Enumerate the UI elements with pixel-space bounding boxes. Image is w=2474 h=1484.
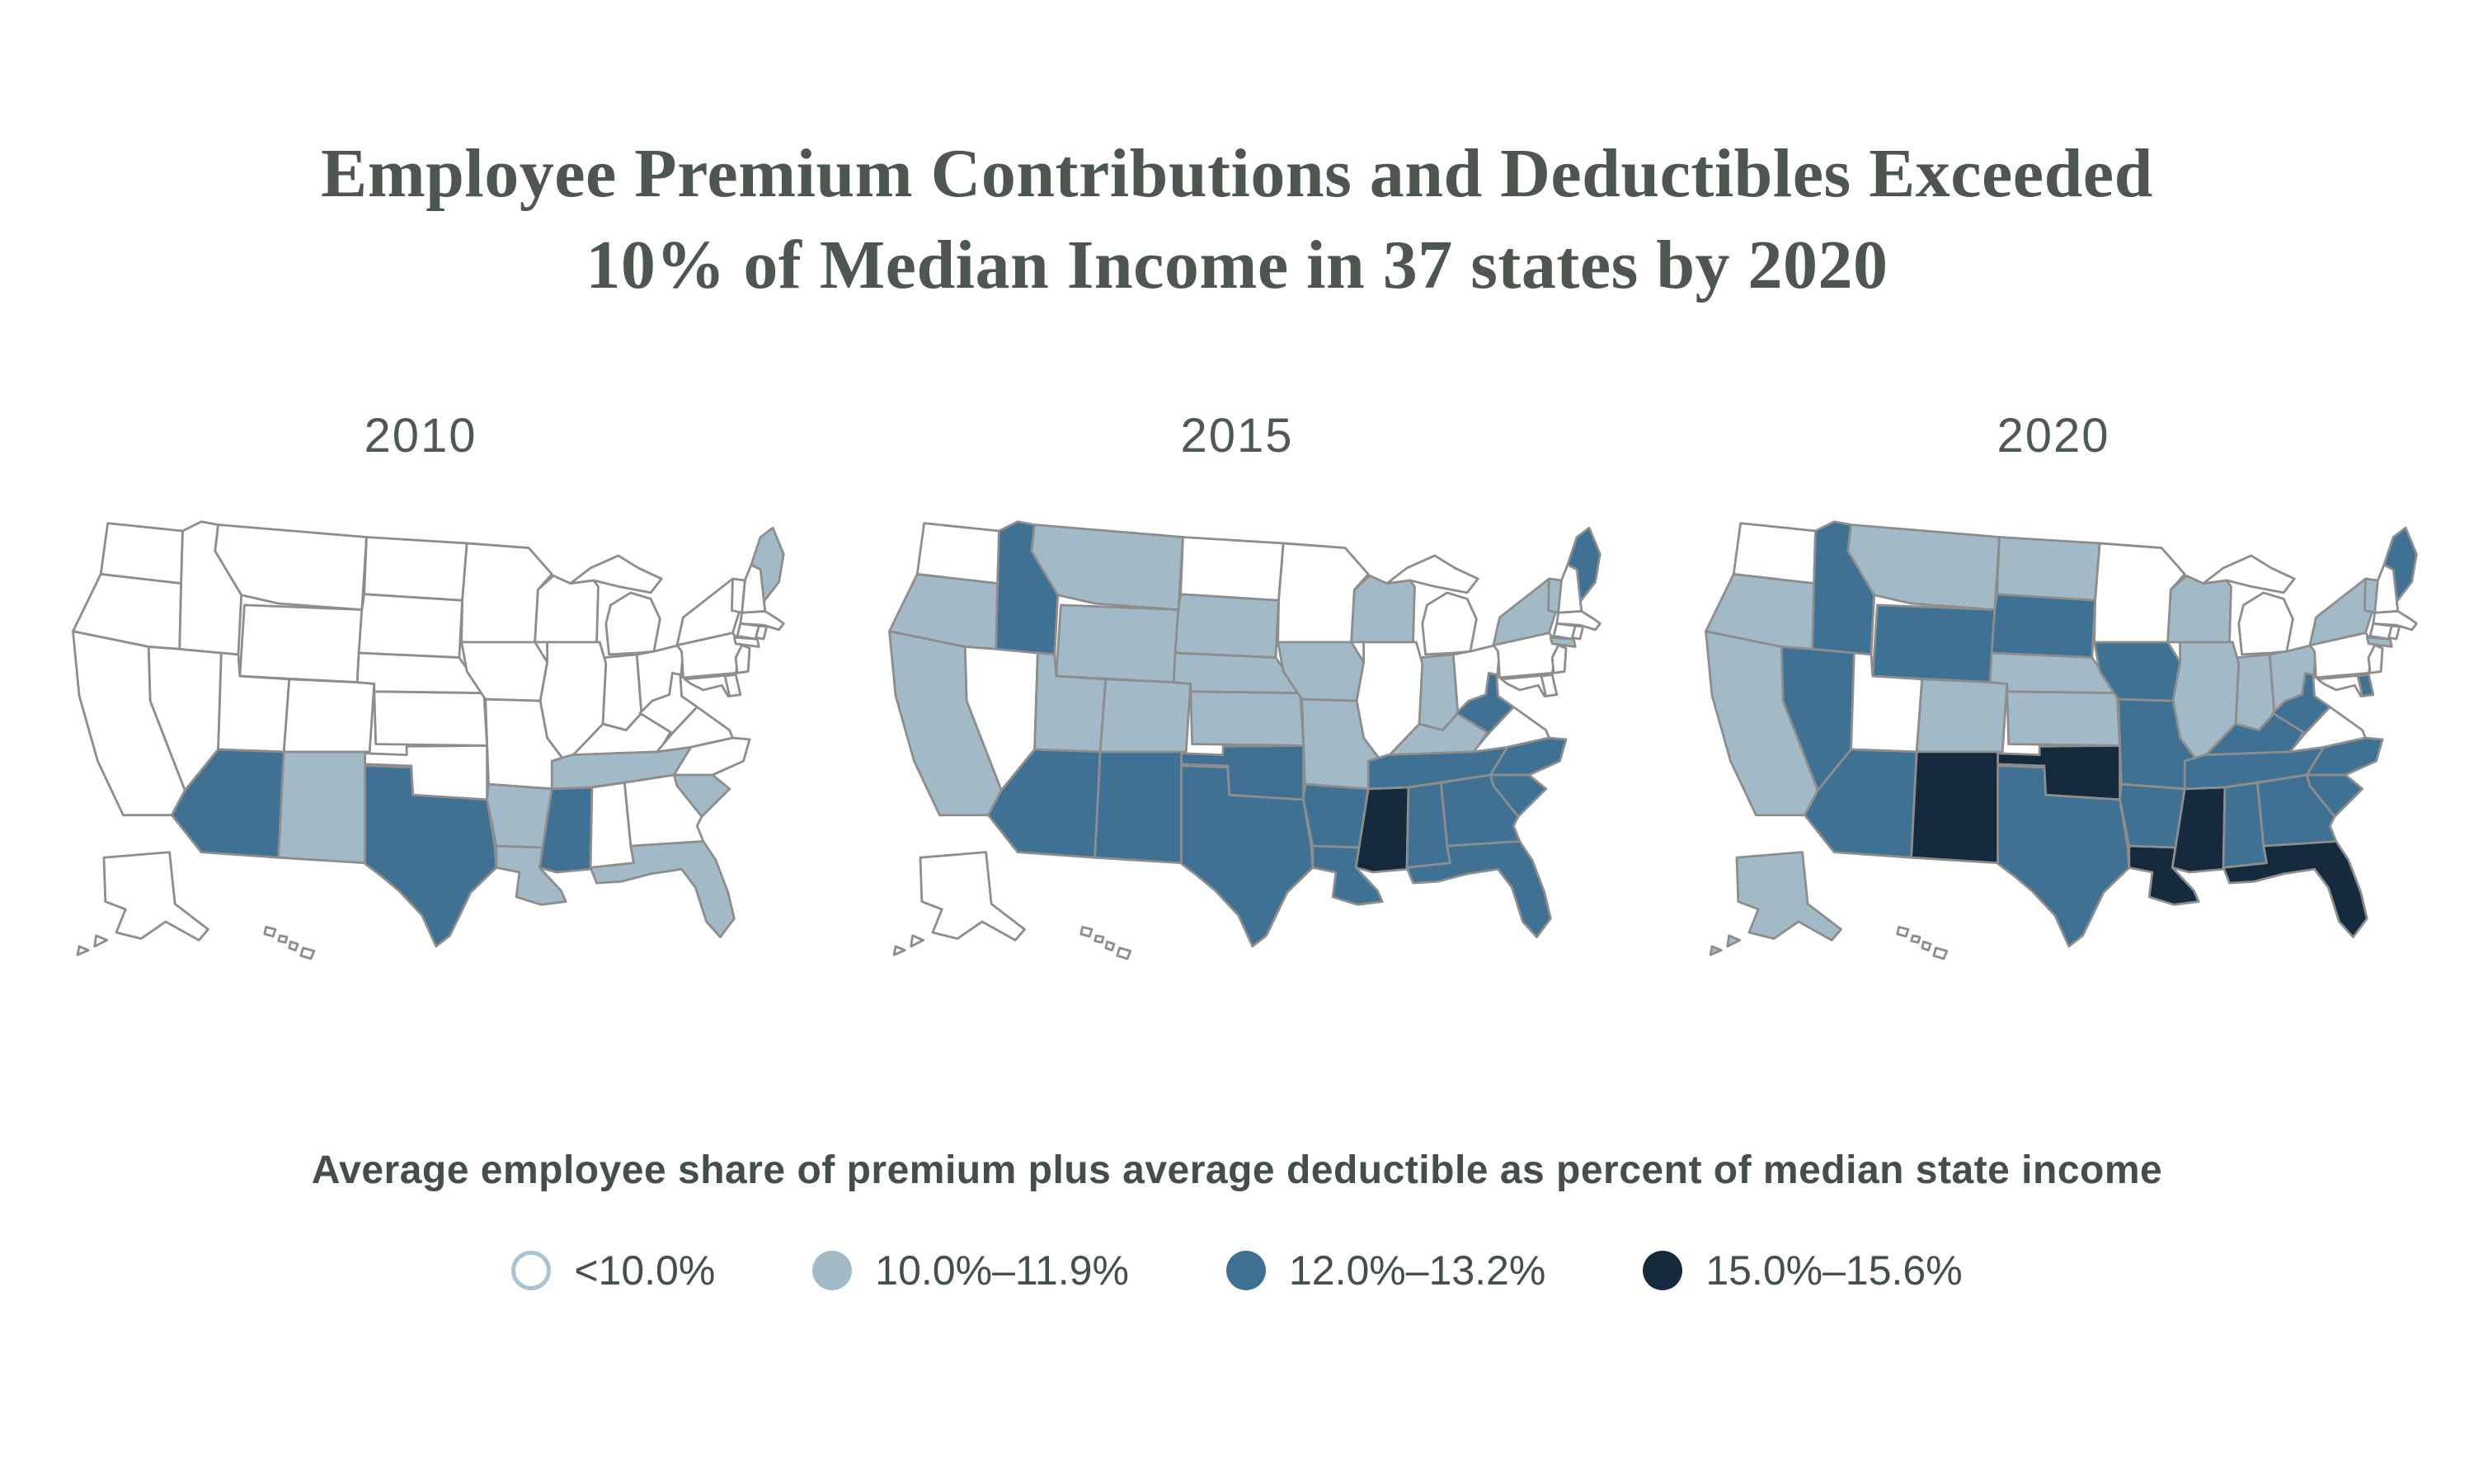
state-NM-2020 [1910,750,2004,865]
state-KS-2020 [2006,690,2121,747]
state-WA-2015 [915,522,1000,585]
state-NM-2015 [1094,750,1188,865]
state-ND-2020 [1996,536,2101,602]
state-NJ-2010 [734,644,751,674]
state-KS-2010 [373,690,488,747]
state-NH-2010 [741,563,767,614]
state-NJ-2015 [1550,644,1568,674]
year-label-2015: 2015 [1180,409,1294,463]
legend-item-12-13-2: 12.0%–13.2% [1225,1247,1546,1294]
state-TX-2010 [364,764,498,948]
state-CO-2010 [282,678,376,754]
state-WY-2015 [1055,603,1180,683]
state-FL-2010 [589,840,736,939]
legend-label-15-15-6: 15.0%–15.6% [1705,1247,1963,1294]
state-FL-2015 [1405,840,1552,939]
map-block-2020: 2020 [1666,408,2441,970]
state-HI-2020 [1896,926,1949,960]
state-WY-2020 [1871,603,1997,683]
legend: <10.0% 10.0%–11.9% 12.0%–13.2% 15.0%–15.… [0,1247,2474,1294]
state-NJ-2020 [2367,644,2384,674]
state-DE-2010 [723,673,742,697]
state-RI-2010 [755,624,769,641]
state-WI-2020 [2166,574,2232,644]
legend-item-15-15-6: 15.0%–15.6% [1643,1247,1963,1294]
page-title-line1: Employee Premium Contributions and Deduc… [321,135,2153,213]
legend-item-10-11-9: 10.0%–11.9% [812,1247,1129,1294]
state-HI-2010 [263,926,316,960]
map-block-2015: 2015 [849,408,1625,970]
state-RI-2020 [2387,624,2401,641]
us-choropleth-2015 [888,520,1602,960]
state-TX-2020 [1997,764,2131,948]
state-WA-2020 [1732,522,1817,585]
state-SD-2015 [1174,593,1280,659]
legend-label-under-10: <10.0% [574,1247,716,1294]
state-HI-2015 [1079,926,1132,960]
state-ND-2015 [1179,536,1285,602]
state-AK-2015 [892,851,1026,956]
legend-label-10-11-9: 10.0%–11.9% [875,1247,1129,1294]
legend-swatch-under-10 [511,1251,552,1290]
us-choropleth-2020 [1705,520,2418,960]
year-label-2020: 2020 [1997,409,2110,463]
state-CT-2015 [1552,622,1577,641]
state-WY-2010 [238,603,364,683]
legend-swatch-10-11-9 [812,1251,853,1290]
state-AR-2015 [1302,782,1370,849]
state-AR-2020 [2119,782,2186,849]
state-RI-2015 [1571,624,1585,641]
year-label-2010: 2010 [364,409,477,463]
state-KS-2015 [1189,690,1305,747]
page-title: Employee Premium Contributions and Deduc… [124,129,2350,312]
state-NM-2010 [277,750,371,865]
state-SD-2020 [1990,593,2096,659]
state-NH-2020 [2373,563,2400,614]
state-AK-2020 [1709,851,1842,956]
state-ND-2010 [363,536,468,602]
state-FL-2020 [2222,840,2368,939]
maps-row: 2010 2015 2020 [33,408,2441,970]
state-NH-2015 [1557,563,1583,614]
state-CO-2020 [1915,678,2009,754]
legend-label-12-13-2: 12.0%–13.2% [1288,1247,1546,1294]
state-CT-2010 [736,622,760,641]
state-WA-2010 [99,522,184,585]
page-title-line2: 10% of Median Income in 37 states by 202… [586,227,1888,304]
legend-item-under-10: <10.0% [511,1247,715,1294]
map-block-2010: 2010 [33,408,808,970]
state-DE-2015 [1540,673,1559,697]
state-CT-2020 [2368,622,2393,641]
state-DE-2020 [2356,673,2375,697]
legend-swatch-15-15-6 [1643,1251,1683,1290]
legend-title: Average employee share of premium plus a… [311,1148,2163,1192]
state-SD-2010 [357,593,463,659]
state-CO-2015 [1098,678,1192,754]
state-WI-2015 [1350,574,1416,644]
legend-swatch-12-13-2 [1225,1251,1266,1290]
us-choropleth-2010 [72,520,785,960]
state-TX-2015 [1180,764,1315,948]
state-AR-2010 [486,782,553,849]
state-WI-2010 [534,574,600,644]
state-AK-2010 [76,851,209,956]
